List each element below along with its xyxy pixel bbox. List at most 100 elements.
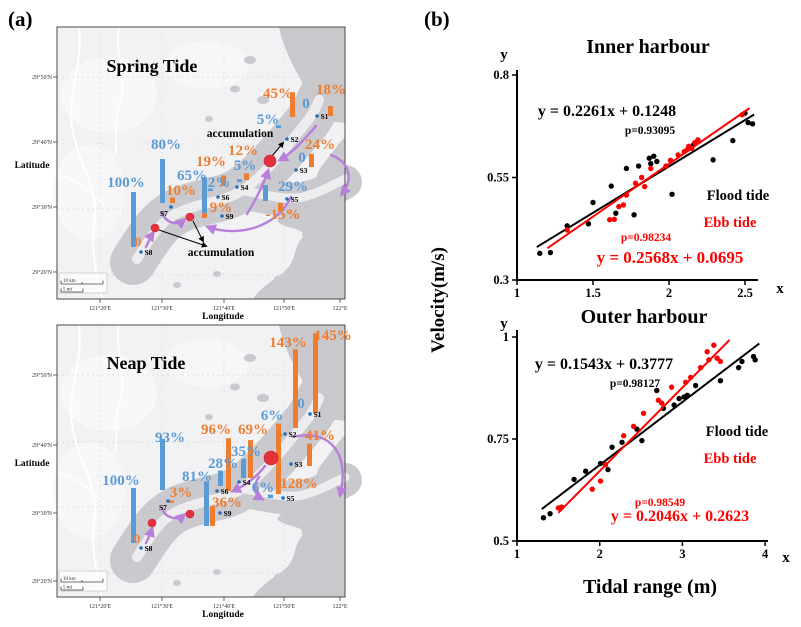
lon-tick-label: 121°50'E [273,603,295,610]
x-tick-label: 1.5 [585,286,601,300]
percentage-bar-S9-orange [210,506,215,526]
accumulation-text: accumulation [188,247,255,259]
percentage-bar-S8-blue [131,488,136,543]
station-dot-S3 [289,462,293,466]
value-label-blue: 100% [107,175,145,191]
station-dot-S3 [294,168,298,172]
scatter-point-ebb [648,165,654,172]
scatter-point-flood [582,468,589,474]
x-tick-label: 2 [666,286,672,300]
longitude-axis-label: Longitude [202,312,244,322]
value-label-blue: 81% [182,469,212,485]
accumulation-marker [147,518,157,528]
station-dot-S4 [235,185,239,189]
y-axis-letter: y [500,47,508,63]
legend-flood: Flood tide [707,188,770,204]
velocity-axis-label: Velocity(m/s) [428,247,449,353]
value-label-orange: 128% [280,476,318,492]
x-tick-label: 2 [597,547,603,561]
scatter-point-flood [635,163,642,169]
station-dot-S5 [285,197,289,201]
neap-map-data-layer: 121°20'E 121°30'E 121°40'E 121°50'E 122°E 29°… [15,328,352,620]
scatter-point-flood [654,387,660,394]
lat-tick-label: 29°40'N [32,139,52,146]
percentage-bar-S6-orange [221,175,226,186]
value-label-orange: 36% [212,495,242,511]
x-tick-label: 4 [762,547,769,561]
value-label-orange: -15% [266,207,301,223]
value-label-blue: 28% [208,456,238,472]
scatter-point-ebb [620,202,627,208]
value-label-blue: 2% [208,175,231,191]
lon-tick-label: 121°30'E [151,305,173,312]
spring-tide-flow-arrows [144,124,352,249]
station-label-S5: S5 [291,195,299,204]
percentage-bar-S5-blue [268,494,273,498]
percentage-bar-S5-orange [278,203,283,212]
percentage-bar-S2-orange [290,92,295,117]
station-label-S7: S7 [160,209,168,218]
scatter-point-ebb [564,227,570,233]
scatter-point-ebb [602,462,609,468]
scatter-point-ebb [689,145,695,152]
scatter-point-ebb [611,216,617,223]
y-tick-label: 0.5 [493,534,509,548]
percentage-bar-S6-blue [218,470,223,486]
scatter-point-ebb [607,217,613,223]
scatter-point-flood [749,121,756,127]
latitude-axis-label: Latitude [15,161,50,171]
inner-chart-title: Inner harbour [586,36,710,58]
scatter-point-ebb [659,400,665,406]
scalebar-km-label: 10 km [63,279,76,284]
flow-arrow [160,210,187,230]
spring-map-title: Spring Tide [107,56,198,76]
station-label-S8: S8 [145,248,153,257]
neap-tide-map: 121°20'E 121°30'E 121°40'E 121°50'E 122°E 29°… [15,325,352,620]
scalebar-mi-label: 5 mi [63,288,73,293]
station-label-S2: S2 [291,135,299,144]
percentage-bar-S1-orange [313,333,318,413]
station-label-S6: S6 [221,487,229,496]
station-label-S8: S8 [145,544,153,553]
value-label-blue: 6% [261,408,284,424]
scalebar-mi-label: 5 mi [63,586,73,591]
p-value-label: p=0.98127 [610,378,661,390]
scatter-point-ebb [687,374,694,381]
station-dot-S5 [281,496,285,500]
scatter-point-flood [676,395,682,402]
inner-harbour-chart: 0.3 0.55 0.8 1 1.5 2 2.5 Inner harbour y x y = 0.2… [487,36,784,300]
accumulation-arrow [158,229,208,248]
percentage-bar-S7-orange [169,500,174,503]
scatter-point-flood [613,210,619,216]
station-label-S9: S9 [224,509,232,518]
flow-arrow [252,475,265,501]
longitude-axis-label: Longitude [202,610,244,620]
accumulation-arrow [192,220,204,243]
percentage-bar-S4-blue [237,179,242,182]
value-label-blue: 5% [234,158,257,174]
flow-arrow [229,464,267,493]
scatter-point-flood [619,439,625,445]
scatter-point-flood [710,157,716,163]
station-dot-S8 [139,546,143,550]
scatter-point-flood [671,402,677,408]
legend-ebb: Ebb tide [704,451,757,467]
value-label-orange: 143% [269,335,307,351]
value-label-orange: 69% [238,422,268,438]
value-label-orange: 0 [135,234,142,249]
scatter-point-ebb [714,355,720,361]
station-label-S6: S6 [222,193,230,202]
spring-map-data-layer: 121°20'E 121°30'E 121°40'E 121°50'E 122°E 29°… [15,56,348,322]
scatter-point-flood [646,155,652,161]
percentage-bar-S9-orange [202,213,207,218]
station-dot-S8 [139,250,143,254]
flow-arrow [144,230,155,249]
x-tick-label: 1 [514,547,520,561]
scatter-point-flood [537,250,543,257]
station-dot-S9 [218,511,222,515]
scatter-point-ebb [638,174,645,181]
value-label-blue: 0 [297,396,305,412]
x-tick-label: 2.5 [737,286,753,300]
value-label-orange: 18% [316,82,346,98]
station-label-S1: S1 [314,410,322,419]
